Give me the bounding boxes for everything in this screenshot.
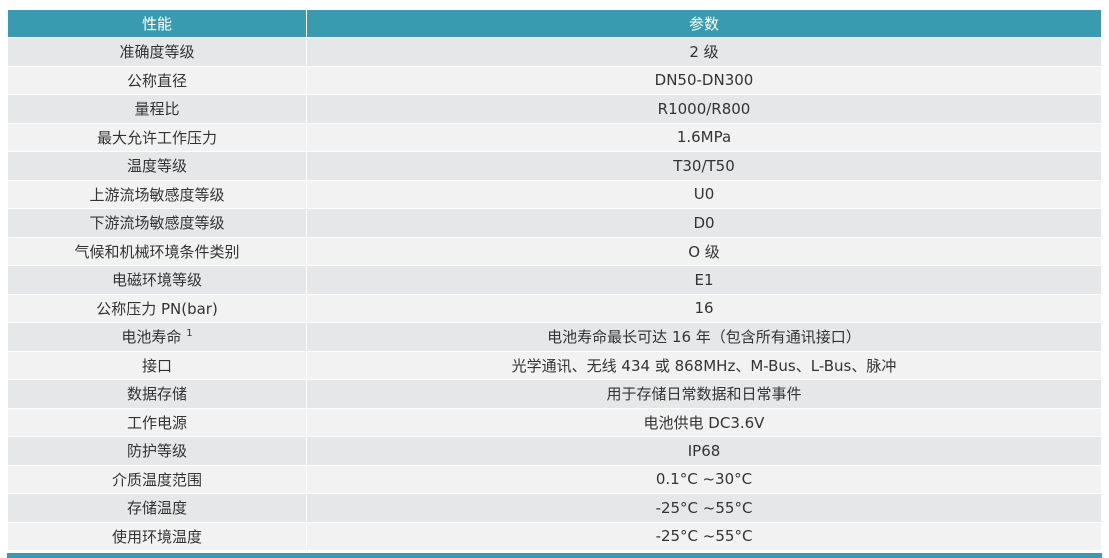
row-name: 数据存储 <box>7 379 307 409</box>
row-value: 16 <box>306 293 1102 323</box>
row-value: E1 <box>306 265 1102 295</box>
row-value: R1000/R800 <box>306 94 1102 124</box>
row-value: DN50-DN300 <box>306 65 1102 95</box>
row-name: 电池寿命 1 <box>7 322 307 352</box>
row-name-text: 接口 <box>141 356 172 375</box>
row-value: -25°C ~55°C <box>306 493 1102 523</box>
table-row: 下游流场敏感度等级 D0 <box>7 208 1102 238</box>
row-name-text: 上游流场敏感度等级 <box>89 185 225 204</box>
row-name-text: 电池寿命 <box>121 328 182 347</box>
row-value: 用于存储日常数据和日常事件 <box>306 379 1102 409</box>
row-name: 上游流场敏感度等级 <box>7 179 307 209</box>
header-performance: 性能 <box>7 9 307 38</box>
row-name: 公称直径 <box>7 65 307 95</box>
table-row: 介质温度范围 0.1°C ~30°C <box>7 464 1102 494</box>
row-name-text: 电磁环境等级 <box>111 271 202 290</box>
row-value: 0.1°C ~30°C <box>306 464 1102 494</box>
table-row: 电池寿命 1 电池寿命最长可达 16 年（包含所有通讯接口） <box>7 322 1102 352</box>
row-value: D0 <box>306 208 1102 238</box>
row-name: 电磁环境等级 <box>7 265 307 295</box>
table-row: 数据存储 用于存储日常数据和日常事件 <box>7 379 1102 409</box>
row-name-text: 公称压力 PN(bar) <box>96 299 218 318</box>
row-value: -25°C ~55°C <box>306 521 1102 551</box>
row-name-text: 气候和机械环境条件类别 <box>74 242 240 261</box>
row-value: 1.6MPa <box>306 122 1102 152</box>
row-name: 最大允许工作压力 <box>7 122 307 152</box>
bottom-bar <box>7 553 1102 558</box>
table-row: 防护等级 IP68 <box>7 436 1102 466</box>
table-row: 使用环境温度 -25°C ~55°C <box>7 521 1102 551</box>
row-name-text: 存储温度 <box>126 499 187 518</box>
spec-table: 性能 参数 准确度等级 2 级公称直径 DN50-DN300 量程比 R1000/R80… <box>7 9 1102 551</box>
row-name-text: 介质温度范围 <box>111 470 202 489</box>
footnote-marker: 1 <box>186 328 193 340</box>
row-value: IP68 <box>306 436 1102 466</box>
row-name: 介质温度范围 <box>7 464 307 494</box>
row-name: 量程比 <box>7 94 307 124</box>
row-name-text: 最大允许工作压力 <box>96 128 217 147</box>
row-name: 防护等级 <box>7 436 307 466</box>
row-name: 温度等级 <box>7 151 307 181</box>
row-name-text: 下游流场敏感度等级 <box>89 214 225 233</box>
table-row: 公称压力 PN(bar) 16 <box>7 293 1102 323</box>
row-value: 电池供电 DC3.6V <box>306 407 1102 437</box>
table-row: 温度等级 T30/T50 <box>7 151 1102 181</box>
table-row: 接口 光学通讯、无线 434 或 868MHz、M-Bus、L-Bus、脉冲 <box>7 350 1102 380</box>
row-name: 准确度等级 <box>7 37 307 67</box>
row-name: 接口 <box>7 350 307 380</box>
row-name-text: 工作电源 <box>126 413 187 432</box>
row-value: 电池寿命最长可达 16 年（包含所有通讯接口） <box>306 322 1102 352</box>
row-name: 气候和机械环境条件类别 <box>7 236 307 266</box>
row-name-text: 数据存储 <box>126 385 187 404</box>
row-name: 存储温度 <box>7 493 307 523</box>
row-name: 公称压力 PN(bar) <box>7 293 307 323</box>
row-name-text: 防护等级 <box>126 442 187 461</box>
row-value: T30/T50 <box>306 151 1102 181</box>
row-name-text: 温度等级 <box>126 157 187 176</box>
header-row: 性能 参数 <box>7 9 1102 38</box>
row-name-text: 公称直径 <box>126 71 187 90</box>
header-parameter: 参数 <box>306 9 1102 38</box>
row-name-text: 量程比 <box>134 100 180 119</box>
row-value: O 级 <box>306 236 1102 266</box>
row-value: 2 级 <box>306 37 1102 67</box>
table-row: 电磁环境等级 E1 <box>7 265 1102 295</box>
table-row: 工作电源 电池供电 DC3.6V <box>7 407 1102 437</box>
table-row: 准确度等级 2 级 <box>7 37 1102 67</box>
table-row: 存储温度 -25°C ~55°C <box>7 493 1102 523</box>
table-row: 量程比 R1000/R800 <box>7 94 1102 124</box>
row-name-text: 使用环境温度 <box>111 527 202 546</box>
table-row: 最大允许工作压力 1.6MPa <box>7 122 1102 152</box>
row-value: U0 <box>306 179 1102 209</box>
table-row: 上游流场敏感度等级 U0 <box>7 179 1102 209</box>
row-name: 下游流场敏感度等级 <box>7 208 307 238</box>
row-value: 光学通讯、无线 434 或 868MHz、M-Bus、L-Bus、脉冲 <box>306 350 1102 380</box>
table-row: 公称直径 DN50-DN300 <box>7 65 1102 95</box>
table-row: 气候和机械环境条件类别 O 级 <box>7 236 1102 266</box>
row-name-text: 准确度等级 <box>119 43 195 62</box>
row-name: 使用环境温度 <box>7 521 307 551</box>
row-name: 工作电源 <box>7 407 307 437</box>
